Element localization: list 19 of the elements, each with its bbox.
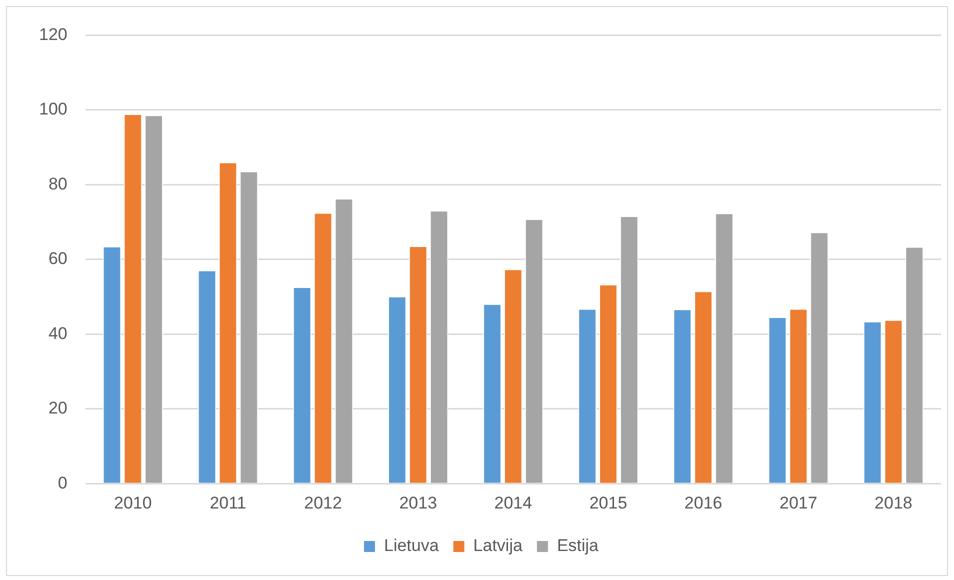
legend-label: Latvija: [473, 536, 523, 556]
x-tick-label: 2014: [494, 493, 532, 512]
x-tick-label: 2013: [399, 493, 438, 512]
x-tick-label: 2011: [210, 493, 246, 512]
x-tick-label: 2018: [874, 493, 912, 512]
y-tick-label: 120: [38, 24, 68, 44]
y-tick-label: 0: [58, 473, 68, 492]
x-tick-label: 2017: [779, 493, 818, 512]
y-tick-label: 100: [38, 100, 68, 119]
y-tick-label: 80: [48, 174, 68, 194]
x-tick-label: 2015: [589, 493, 628, 512]
x-tick-label: 2012: [304, 493, 342, 512]
legend-label: Lietuva: [384, 536, 440, 556]
x-tick-label: 2010: [114, 493, 152, 512]
y-tick-label: 60: [48, 249, 68, 268]
y-tick-label: 40: [48, 324, 68, 343]
legend-label: Estija: [556, 536, 600, 556]
x-tick-label: 2016: [684, 493, 722, 512]
y-tick-label: 20: [48, 398, 68, 418]
